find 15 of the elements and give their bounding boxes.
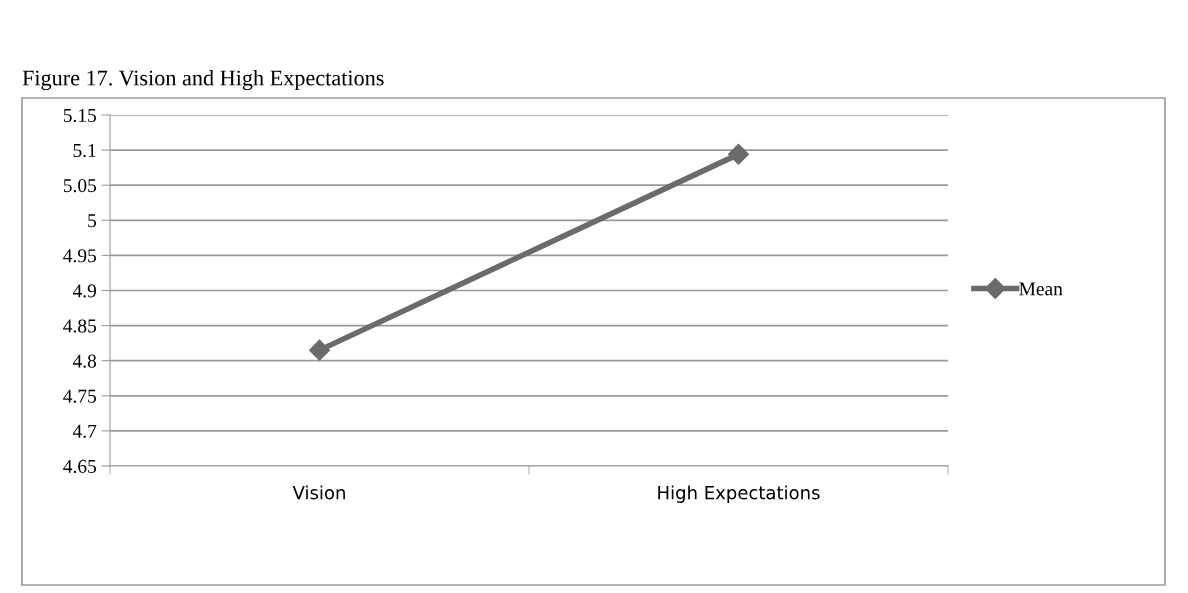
x-tick-label: High Expectations bbox=[658, 485, 820, 503]
chart-title: Figure 17. Vision and High Expectations bbox=[22, 69, 384, 91]
y-tick-label: 4.85 bbox=[63, 319, 97, 333]
legend-label: Mean bbox=[1019, 282, 1063, 296]
y-tick-label: 4.95 bbox=[63, 249, 97, 263]
y-tick-label: 5 bbox=[88, 214, 97, 228]
x-tick-label: Vision bbox=[292, 485, 345, 500]
y-tick-label: 4.7 bbox=[72, 424, 97, 438]
y-tick-label: 5.05 bbox=[63, 179, 97, 193]
y-tick-label: 4.65 bbox=[63, 459, 97, 474]
y-tick-label: 4.9 bbox=[72, 284, 97, 298]
y-tick-label: 5.15 bbox=[63, 108, 97, 123]
y-tick-label: 4.8 bbox=[72, 354, 97, 368]
y-tick-label: 4.75 bbox=[63, 389, 97, 403]
y-tick-label: 5.1 bbox=[73, 144, 96, 158]
